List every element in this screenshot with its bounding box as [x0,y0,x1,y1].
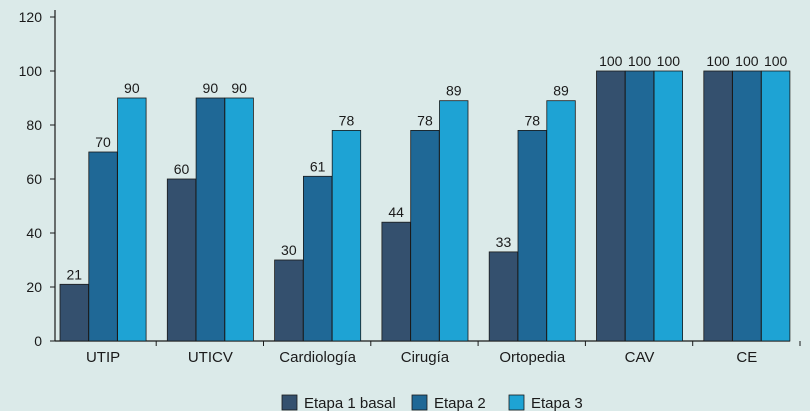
bar-1-0 [166,178,197,342]
data-label: 100 [599,53,623,69]
data-label: 78 [339,112,355,128]
data-label: 100 [657,53,681,69]
bar-4-1 [517,129,547,342]
y-tick-label: 20 [26,279,42,295]
data-label: 21 [66,266,82,282]
bar-6-1 [732,70,762,342]
legend-label: Etapa 1 basal [304,395,396,411]
bar-5-1 [624,70,655,342]
bar-6-0 [703,70,733,342]
y-tick-label: 80 [26,117,42,133]
data-label: 90 [124,80,140,96]
legend-swatch [281,394,298,411]
data-label: 100 [628,53,652,69]
data-label: 61 [310,158,326,174]
y-tick-label: 0 [34,333,42,349]
x-category-label: Cirugía [401,349,450,366]
bar-3-0 [381,221,411,342]
x-category-label: CAV [625,349,655,366]
bar-4-0 [488,251,519,342]
bar-5-0 [596,70,626,342]
data-label: 89 [446,83,462,99]
y-axis-ticks: 0 20 40 60 80 100 120 [19,9,55,349]
bar-2-0 [274,259,304,342]
data-labels: 21 70 90 60 90 90 30 61 78 44 78 89 33 78 89 100 100 100 1… [66,53,787,282]
data-label: 78 [417,112,433,128]
legend-swatch [411,394,428,411]
bar-0-1 [88,151,118,342]
data-label: 44 [388,204,404,220]
data-label: 90 [231,80,247,96]
data-label: 100 [735,53,759,69]
y-tick-label: 100 [19,63,43,79]
bars [59,70,791,342]
bar-2-1 [302,175,333,342]
data-label: 100 [764,53,788,69]
y-tick-label: 40 [26,225,42,241]
bar-1-1 [195,97,226,342]
y-tick-label: 60 [26,171,42,187]
data-label: 90 [203,80,219,96]
y-tick-label: 120 [19,9,43,25]
legend-label: Etapa 2 [434,395,486,411]
x-category-label: Ortopedia [499,349,566,366]
data-label: 30 [281,242,297,258]
x-axis-categories: UTIP UTICV Cardiología Cirugía Ortopedia CAV C… [86,341,801,366]
data-label: 78 [524,112,540,128]
bar-3-2 [439,100,469,342]
x-category-label: UTICV [188,349,233,366]
bar-3-1 [410,129,440,342]
legend: Etapa 1 basal Etapa 2 Etapa 3 [281,394,583,411]
x-category-label: CE [736,349,757,366]
bar-5-2 [653,70,683,342]
data-label: 33 [496,234,512,250]
bar-0-2 [117,97,147,342]
data-label: 70 [95,134,111,150]
data-label: 89 [553,83,569,99]
data-label: 60 [174,161,190,177]
data-label: 100 [706,53,730,69]
bar-2-2 [331,129,362,342]
x-category-label: Cardiología [279,349,356,366]
legend-swatch [508,394,525,411]
bar-4-2 [546,100,576,342]
legend-label: Etapa 3 [531,395,583,411]
bar-0-0 [59,283,89,342]
x-category-label: UTIP [86,349,120,366]
bar-1-2 [224,97,254,342]
bar-6-2 [761,70,791,342]
